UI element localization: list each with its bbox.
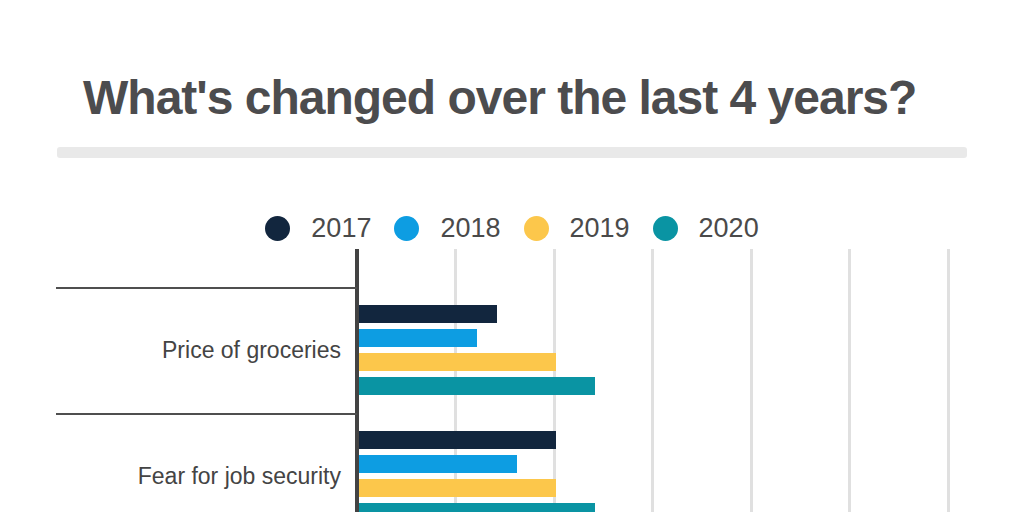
- bar-2018-fear-for-job-security: [359, 455, 517, 473]
- bar-2017-fear-for-job-security: [359, 431, 556, 449]
- category-label: Fear for job security: [0, 413, 341, 512]
- bar-chart: Price of groceriesFear for job security: [0, 0, 1024, 512]
- bar-2019-fear-for-job-security: [359, 479, 556, 497]
- gridline: [750, 249, 753, 512]
- category-label: Price of groceries: [0, 287, 341, 413]
- bar-2019-price-of-groceries: [359, 353, 556, 371]
- gridline: [848, 249, 851, 512]
- bar-2018-price-of-groceries: [359, 329, 477, 347]
- gridline: [651, 249, 654, 512]
- gridline: [947, 249, 950, 512]
- bar-2020-fear-for-job-security: [359, 503, 595, 512]
- bar-2020-price-of-groceries: [359, 377, 595, 395]
- bar-2017-price-of-groceries: [359, 305, 497, 323]
- infographic-canvas: What's changed over the last 4 years? 20…: [0, 0, 1024, 512]
